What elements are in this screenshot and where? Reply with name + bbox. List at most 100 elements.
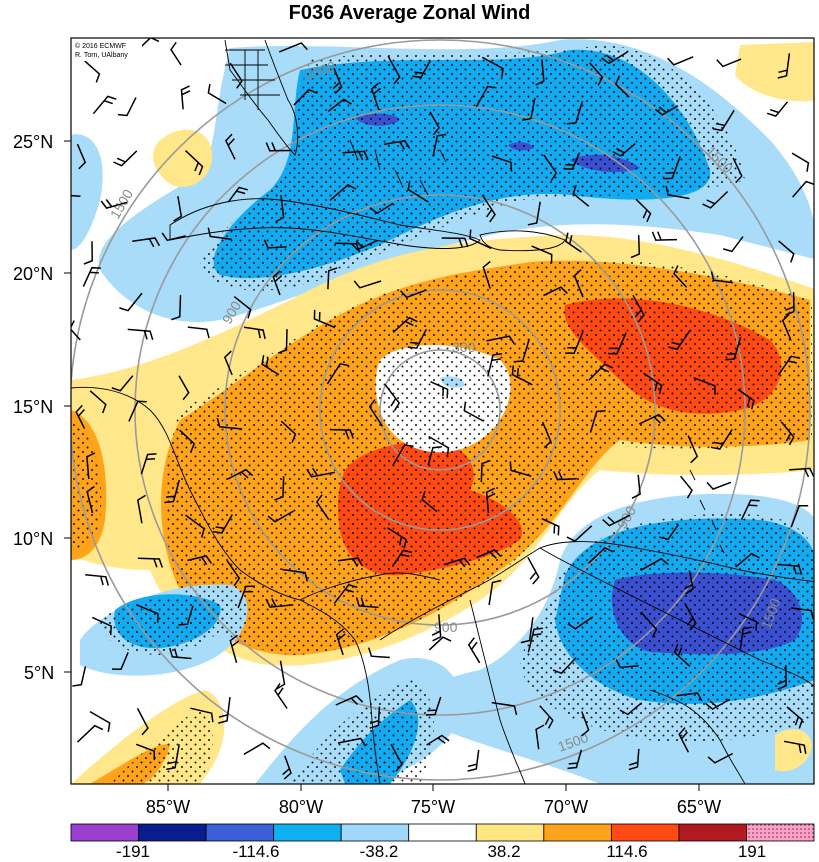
shading-nw-weak-positive — [153, 129, 213, 188]
wind-barb — [212, 514, 233, 534]
florida-coastline — [224, 39, 299, 156]
wind-barb — [330, 428, 355, 439]
wind-barb — [543, 154, 558, 181]
wind-barb — [137, 557, 164, 568]
colombia-border — [469, 599, 526, 784]
central-america-coastline — [71, 386, 381, 784]
wind-barb — [369, 706, 381, 729]
wind-barb — [463, 401, 484, 422]
wind-barb — [387, 527, 407, 549]
wind-barb — [631, 474, 641, 499]
shading-left-weak-negative — [71, 134, 103, 250]
wind-barb — [329, 183, 357, 201]
stipple-west — [71, 420, 102, 550]
wind-barb — [710, 271, 733, 284]
wind-barb — [390, 743, 403, 772]
wind-barb — [184, 514, 205, 538]
hispaniola-coastline — [479, 230, 566, 252]
wind-barb — [541, 518, 560, 536]
us-state-boundaries — [225, 49, 280, 110]
colorbar-swatch — [138, 823, 207, 842]
wind-barb — [785, 292, 795, 316]
wind-barb — [707, 752, 734, 764]
wind-barb — [421, 490, 438, 513]
wind-barb — [274, 682, 288, 709]
credit-line-1: © 2016 ECMWF — [75, 42, 126, 50]
distance-ring — [379, 349, 501, 471]
cuba-coastline — [169, 198, 481, 249]
stipple-overlay — [71, 45, 814, 784]
wind-barb — [227, 468, 254, 480]
wind-barb — [673, 643, 691, 667]
wind-barb — [136, 708, 149, 736]
wind-barb — [342, 150, 369, 161]
wind-barb — [367, 647, 390, 659]
wind-barb — [780, 421, 795, 446]
wind-barb — [369, 202, 394, 215]
distance-ring — [134, 104, 746, 716]
wind-barb — [335, 695, 364, 706]
wind-barb — [789, 467, 814, 478]
wind-barb — [475, 85, 497, 108]
wind-barb — [429, 111, 440, 136]
wind-barb — [740, 499, 760, 520]
wind-barb — [619, 702, 643, 716]
wind-barb — [737, 388, 755, 410]
wind-barb — [370, 82, 381, 110]
wind-barb — [89, 710, 111, 733]
wind-barb — [100, 199, 128, 209]
wind-barb — [535, 59, 545, 86]
wind-barb — [777, 53, 791, 79]
wind-barb — [659, 524, 680, 541]
lon-label-65w: 65°W — [677, 797, 721, 817]
wind-barb — [722, 236, 744, 253]
wind-barb — [275, 195, 285, 223]
wind-barb — [710, 428, 733, 450]
wind-barb — [567, 749, 583, 770]
wind-barb — [140, 453, 157, 475]
wind-barb — [161, 232, 186, 242]
wind-barb — [178, 605, 194, 626]
wind-barb — [274, 476, 285, 501]
wind-barb — [136, 604, 159, 623]
colorbar-swatch — [408, 823, 477, 842]
lat-label-5n: 5°N — [24, 663, 54, 683]
coastlines — [71, 39, 814, 784]
stipple-southeast — [520, 513, 814, 743]
wind-barb — [384, 383, 401, 412]
wind-barb — [509, 461, 532, 477]
wind-barb — [612, 143, 636, 157]
wind-barb — [527, 201, 541, 226]
wind-barb — [71, 194, 81, 197]
wind-barb — [651, 231, 678, 241]
wind-barb — [716, 58, 742, 68]
wind-barb — [91, 616, 112, 636]
wind-barb — [179, 429, 196, 453]
wind-barb — [425, 696, 442, 716]
wind-barb — [790, 504, 809, 528]
shading-ne-weak-positive — [735, 42, 814, 102]
wind-barb — [327, 98, 352, 112]
wind-barb — [76, 724, 104, 743]
latitude-labels: 25°N 20°N 15°N 10°N 5°N — [13, 132, 71, 683]
wind-barb — [469, 229, 492, 250]
colorbar-swatch — [543, 823, 612, 842]
wind-barb — [702, 190, 729, 209]
wind-barb — [668, 330, 691, 350]
wind-barb — [387, 55, 401, 85]
wind-barb — [332, 67, 343, 94]
wind-barb — [567, 616, 594, 630]
wind-barb — [164, 479, 181, 504]
wind-barb — [441, 237, 469, 248]
ring-label-300: 300 — [452, 339, 476, 355]
wind-barb — [553, 470, 577, 481]
wind-barb — [467, 749, 480, 772]
wind-barb — [83, 241, 93, 265]
wind-barb — [223, 350, 233, 376]
wind-barb — [487, 352, 503, 377]
wind-barb — [92, 95, 117, 115]
wind-barb — [706, 481, 732, 490]
wind-barb — [684, 602, 697, 631]
wind-barb — [486, 335, 515, 345]
wind-barb — [261, 355, 280, 376]
